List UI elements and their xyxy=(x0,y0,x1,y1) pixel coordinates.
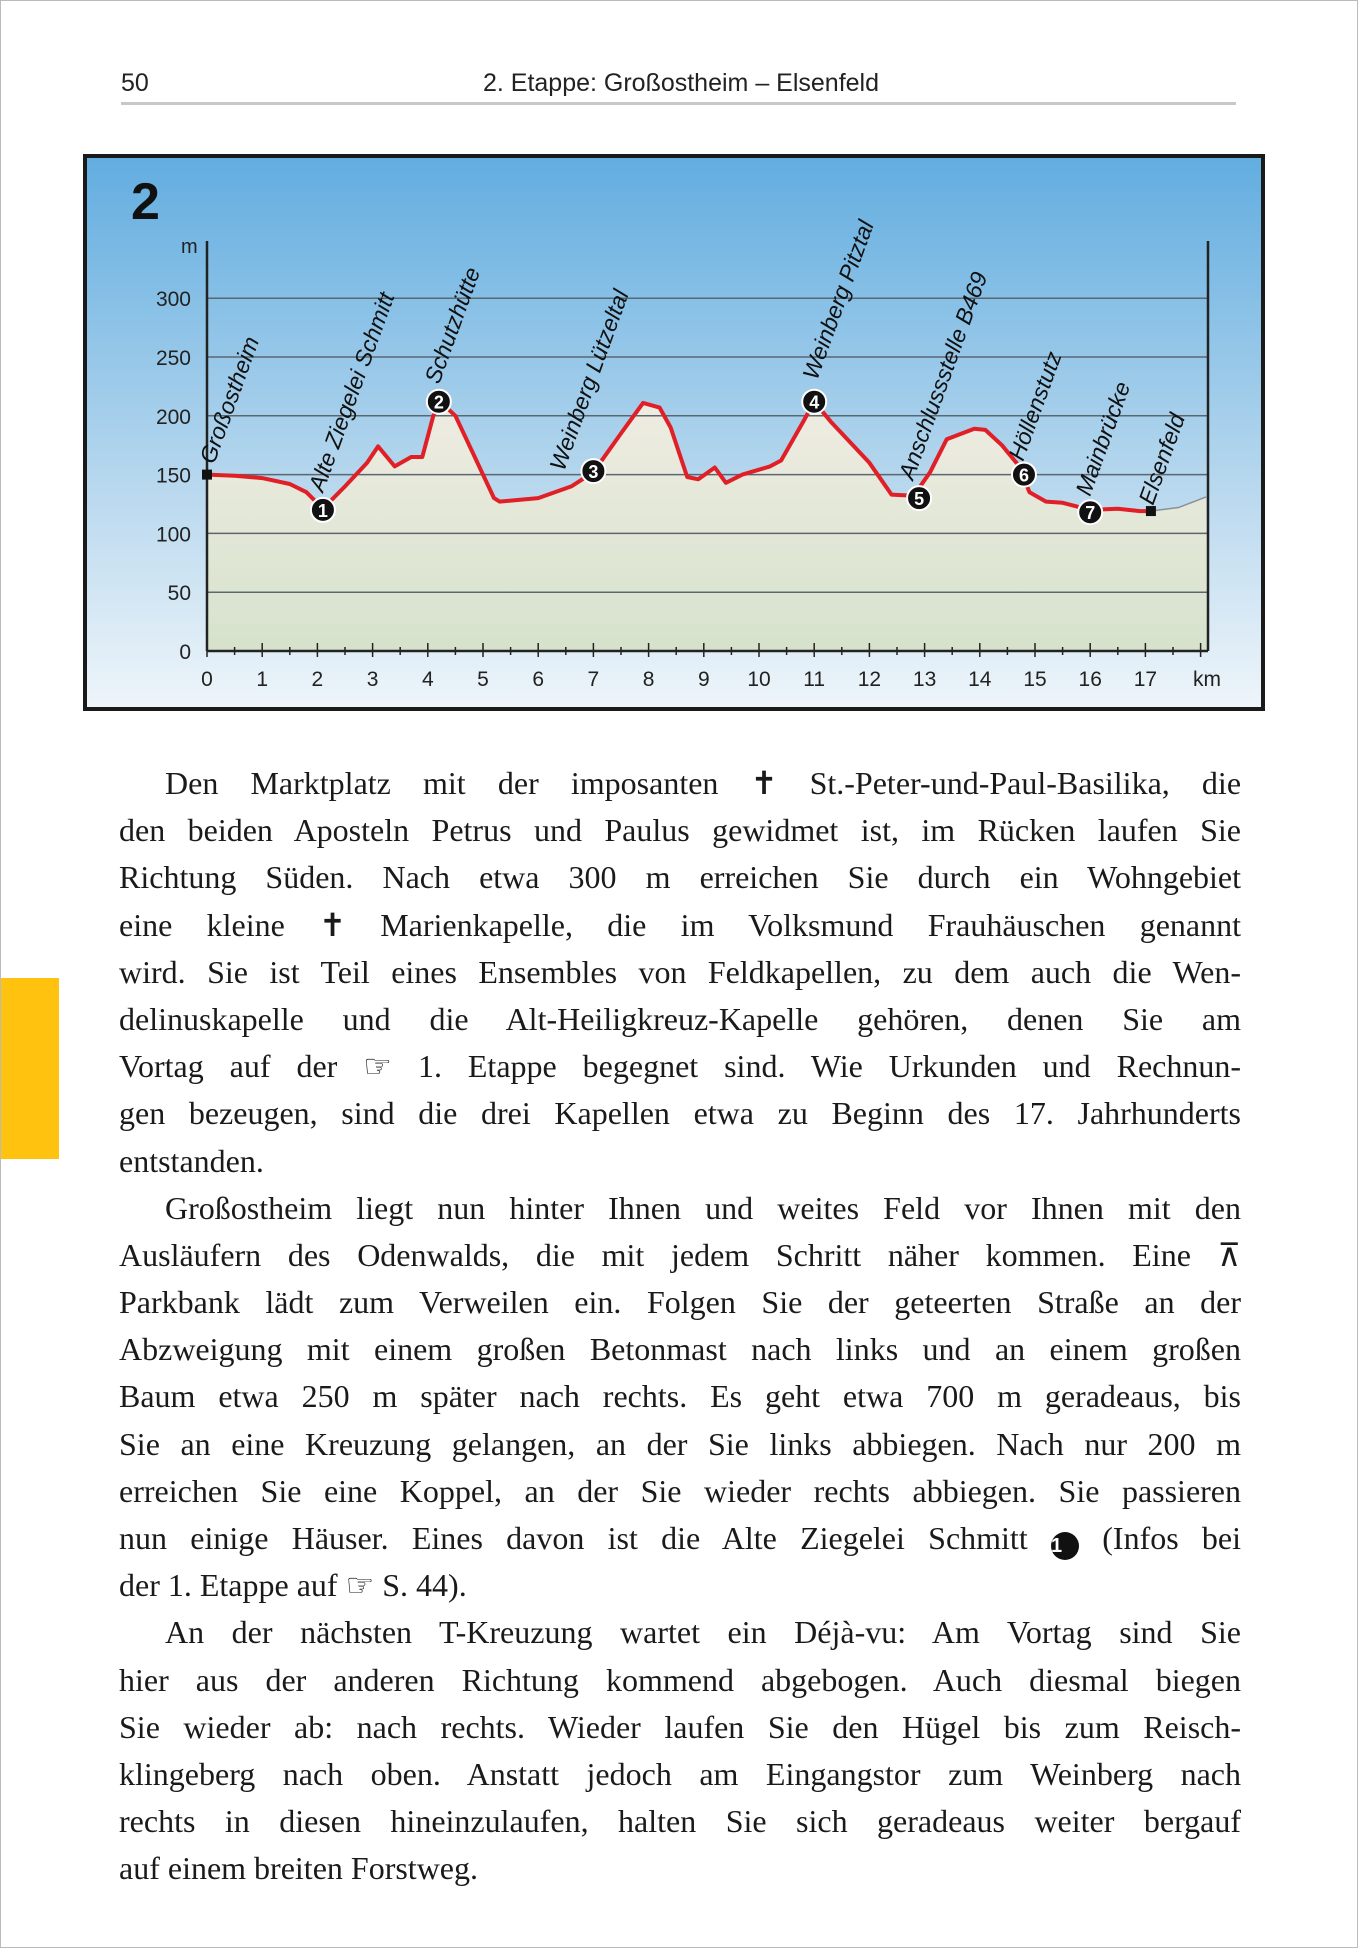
elevation-profile-frame xyxy=(83,154,1265,711)
x-tick-label: 13 xyxy=(913,668,936,691)
text-line: gen bezeugen, sind die drei Kapellen etw… xyxy=(119,1095,1241,1132)
text-line: Ausläufern des Odenwalds, die mit jedem … xyxy=(119,1232,1241,1279)
text-line: Sie an eine Kreuzung gelangen, an der Si… xyxy=(119,1425,1241,1462)
text: Vortag auf der xyxy=(119,1048,338,1085)
text-line: nun einige Häuser. Eines davon ist die A… xyxy=(119,1515,1241,1562)
text: 1. Etappe begegnet sind. Wie Urkunden un… xyxy=(417,1048,1242,1085)
waypoint-marker xyxy=(1010,461,1037,488)
waypoint-marker xyxy=(309,496,336,523)
text-line: auf einem breiten Forstweg. xyxy=(119,1850,478,1887)
text-line: wird. Sie ist Teil eines Ensembles von F… xyxy=(119,953,1241,990)
x-tick-label: 1 xyxy=(256,668,268,691)
text-line: eine kleine ✝ Marienkapelle, die im Volk… xyxy=(119,902,1241,949)
x-unit-label: km xyxy=(1193,668,1221,691)
x-tick-label: 11 xyxy=(803,668,825,691)
text-line: Den Marktplatz mit der imposanten ✝ St.-… xyxy=(119,760,1241,807)
text-line: der 1. Etappe auf ☞ S. 44). xyxy=(119,1562,1241,1609)
y-tick-label: 300 xyxy=(156,288,191,311)
x-tick-label: 6 xyxy=(532,668,544,691)
y-tick-label: 150 xyxy=(156,465,191,488)
text: eine kleine xyxy=(119,906,285,943)
x-tick-label: 16 xyxy=(1079,668,1102,691)
x-tick-label: 7 xyxy=(588,668,600,691)
x-tick-label: 10 xyxy=(747,668,770,691)
x-tick-label: 12 xyxy=(858,668,881,691)
text-line: Sie wieder ab: nach rechts. Wieder laufe… xyxy=(119,1708,1241,1745)
waypoint-marker xyxy=(906,485,933,512)
elevation-profile-line xyxy=(206,399,1151,514)
text: der 1. Etappe auf xyxy=(119,1567,338,1604)
x-tick-label: 17 xyxy=(1134,668,1157,691)
pointing-hand-icon: ☞ xyxy=(363,1047,392,1086)
y-unit-label: m xyxy=(181,236,198,258)
terrain-continuation-line xyxy=(1150,496,1207,512)
pointing-hand-icon: ☞ xyxy=(345,1566,375,1605)
waypoint-badge: 1 xyxy=(1050,1532,1079,1560)
text: Marienkapelle, die im Volksmund Frauhäus… xyxy=(380,906,1241,943)
cross-icon: ✝ xyxy=(319,905,346,944)
waypoint-number: 7 xyxy=(1085,503,1095,523)
waypoint-number: 5 xyxy=(914,489,924,509)
terrain-area xyxy=(207,401,1208,651)
waypoint-number: 4 xyxy=(809,393,819,413)
text-line: klingeberg nach oben. Anstatt jedoch am … xyxy=(119,1755,1241,1792)
y-tick-label: 0 xyxy=(179,641,191,664)
x-tick-label: 0 xyxy=(201,668,213,691)
y-tick-label: 50 xyxy=(168,582,191,605)
end-marker xyxy=(1145,506,1156,517)
text-line: erreichen Sie eine Koppel, an der Sie wi… xyxy=(119,1472,1241,1509)
header-rule xyxy=(121,102,1236,105)
y-tick-label: 200 xyxy=(156,406,191,429)
x-tick-label: 4 xyxy=(422,668,434,691)
waypoint-number: 2 xyxy=(434,393,444,413)
text: St.-Peter-und-Paul-Basilika, die xyxy=(809,765,1242,801)
text-line: Baum etwa 250 m später nach rechts. Es g… xyxy=(119,1378,1241,1415)
stage-number: 2 xyxy=(131,173,160,231)
text-line: hier aus der anderen Richtung kommend ab… xyxy=(119,1661,1241,1698)
text: Ausläufern des Odenwalds, die mit jedem … xyxy=(119,1236,1191,1273)
x-tick-label: 15 xyxy=(1023,668,1046,691)
waypoint-marker xyxy=(580,458,607,485)
text: S. 44). xyxy=(382,1567,467,1604)
y-tick-label: 100 xyxy=(156,523,191,546)
text: (Infos bei xyxy=(1102,1520,1242,1556)
text-line: den beiden Aposteln Petrus und Paulus ge… xyxy=(119,812,1241,849)
page-number: 50 xyxy=(121,69,149,97)
x-tick-label: 5 xyxy=(477,668,489,691)
waypoint-number: 6 xyxy=(1019,466,1029,486)
waypoint-number: 3 xyxy=(588,462,598,482)
text-line: Großostheim liegt nun hinter Ihnen und w… xyxy=(165,1189,1241,1226)
chapter-tab xyxy=(1,978,59,1159)
picnic-bench-icon: ⊼ xyxy=(1217,1235,1242,1274)
text-line: Richtung Süden. Nach etwa 300 m erreiche… xyxy=(119,859,1241,896)
text-line: entstanden. xyxy=(119,1142,264,1179)
running-header-title: 2. Etappe: Großostheim – Elsenfeld xyxy=(482,69,880,97)
x-tick-label: 14 xyxy=(968,668,992,691)
x-tick-label: 3 xyxy=(367,668,379,691)
x-tick-label: 2 xyxy=(312,668,324,691)
text-line: Vortag auf der ☞ 1. Etappe begegnet sind… xyxy=(119,1043,1241,1090)
text-line: Parkbank lädt zum Verweilen ein. Folgen … xyxy=(119,1284,1241,1321)
waypoint-marker xyxy=(1077,499,1104,526)
text: Den Marktplatz mit der imposanten xyxy=(165,765,719,801)
text-line: delinuskapelle und die Alt-Heiligkreuz-K… xyxy=(119,1000,1241,1037)
y-tick-label: 250 xyxy=(156,347,191,370)
x-tick-label: 9 xyxy=(698,668,710,691)
x-tick-label: 8 xyxy=(643,668,655,691)
text: nun einige Häuser. Eines davon ist die A… xyxy=(119,1520,1028,1556)
waypoint-number: 1 xyxy=(318,501,328,521)
text-line: Abzweigung mit einem großen Betonmast na… xyxy=(119,1331,1241,1368)
text-line: An der nächsten T-Kreuzung wartet ein Dé… xyxy=(165,1614,1241,1651)
start-marker xyxy=(202,469,212,480)
waypoint-marker xyxy=(425,388,452,415)
cross-icon: ✝ xyxy=(750,764,778,802)
body-text: Den Marktplatz mit der imposanten ✝ St.-… xyxy=(119,760,1241,1893)
text-line: rechts in diesen hineinzulaufen, halten … xyxy=(119,1803,1241,1840)
waypoint-marker xyxy=(801,388,828,415)
